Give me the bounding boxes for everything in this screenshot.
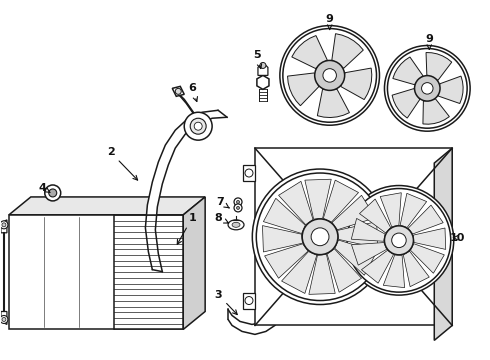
- Circle shape: [237, 201, 240, 203]
- Polygon shape: [423, 99, 449, 124]
- Polygon shape: [255, 148, 452, 325]
- Circle shape: [347, 189, 451, 292]
- Text: 7: 7: [216, 197, 229, 208]
- Polygon shape: [292, 36, 327, 68]
- Circle shape: [280, 26, 379, 125]
- Polygon shape: [318, 89, 349, 117]
- Circle shape: [256, 173, 384, 301]
- Polygon shape: [332, 195, 375, 230]
- Text: 2: 2: [107, 147, 138, 180]
- Polygon shape: [400, 193, 427, 228]
- Polygon shape: [176, 92, 201, 123]
- Polygon shape: [9, 215, 183, 329]
- Circle shape: [194, 122, 202, 130]
- Polygon shape: [408, 205, 443, 234]
- Polygon shape: [305, 179, 331, 219]
- Polygon shape: [9, 197, 205, 215]
- Circle shape: [45, 185, 61, 201]
- Circle shape: [49, 189, 57, 197]
- Polygon shape: [243, 293, 255, 309]
- Circle shape: [388, 49, 467, 128]
- Polygon shape: [323, 180, 359, 222]
- Polygon shape: [263, 226, 302, 252]
- Polygon shape: [282, 252, 317, 293]
- Text: 9: 9: [425, 33, 433, 49]
- Polygon shape: [172, 86, 184, 96]
- Circle shape: [311, 228, 329, 246]
- Circle shape: [2, 223, 6, 227]
- Text: 9: 9: [326, 14, 334, 30]
- Polygon shape: [438, 76, 463, 104]
- Circle shape: [190, 118, 206, 134]
- Polygon shape: [338, 222, 378, 248]
- Ellipse shape: [232, 222, 240, 227]
- Circle shape: [283, 28, 376, 122]
- Polygon shape: [335, 240, 377, 275]
- Polygon shape: [403, 251, 429, 287]
- Polygon shape: [351, 219, 385, 241]
- Circle shape: [385, 226, 414, 255]
- Circle shape: [245, 297, 253, 305]
- Polygon shape: [279, 181, 313, 225]
- Polygon shape: [258, 66, 268, 75]
- Circle shape: [302, 219, 338, 255]
- Polygon shape: [362, 250, 393, 283]
- Polygon shape: [380, 193, 401, 227]
- Polygon shape: [332, 34, 363, 68]
- Circle shape: [0, 315, 8, 323]
- Polygon shape: [228, 310, 280, 334]
- Polygon shape: [257, 75, 269, 89]
- Polygon shape: [392, 89, 420, 118]
- Circle shape: [415, 76, 440, 101]
- Polygon shape: [434, 148, 452, 340]
- Text: 10: 10: [449, 233, 465, 243]
- Circle shape: [234, 198, 242, 206]
- Circle shape: [252, 169, 388, 305]
- Polygon shape: [411, 244, 444, 273]
- Circle shape: [237, 206, 240, 210]
- Polygon shape: [243, 165, 255, 181]
- Circle shape: [245, 169, 253, 177]
- Text: 8: 8: [214, 213, 228, 223]
- Circle shape: [323, 69, 337, 82]
- Polygon shape: [146, 110, 227, 272]
- Circle shape: [260, 62, 266, 68]
- Circle shape: [315, 60, 344, 90]
- Polygon shape: [360, 199, 391, 233]
- Circle shape: [421, 82, 433, 94]
- Polygon shape: [413, 228, 446, 249]
- Text: 4: 4: [39, 183, 50, 193]
- Circle shape: [0, 221, 8, 229]
- Circle shape: [392, 233, 406, 248]
- Polygon shape: [183, 197, 205, 329]
- Circle shape: [385, 45, 470, 131]
- Polygon shape: [265, 244, 308, 278]
- Polygon shape: [327, 249, 362, 292]
- Polygon shape: [1, 311, 7, 324]
- Polygon shape: [426, 53, 452, 80]
- Polygon shape: [309, 255, 335, 294]
- Ellipse shape: [228, 220, 244, 230]
- Polygon shape: [393, 57, 423, 85]
- Text: 3: 3: [214, 289, 237, 315]
- Polygon shape: [264, 198, 305, 234]
- Circle shape: [234, 204, 242, 212]
- Polygon shape: [383, 255, 405, 288]
- Polygon shape: [351, 243, 387, 265]
- Text: 5: 5: [253, 50, 262, 68]
- Polygon shape: [341, 68, 372, 100]
- Polygon shape: [1, 220, 7, 233]
- Text: 6: 6: [188, 84, 197, 102]
- Circle shape: [344, 185, 454, 295]
- Text: 1: 1: [177, 213, 196, 244]
- Circle shape: [175, 88, 181, 94]
- Circle shape: [184, 112, 212, 140]
- Polygon shape: [288, 73, 318, 106]
- Circle shape: [2, 318, 6, 321]
